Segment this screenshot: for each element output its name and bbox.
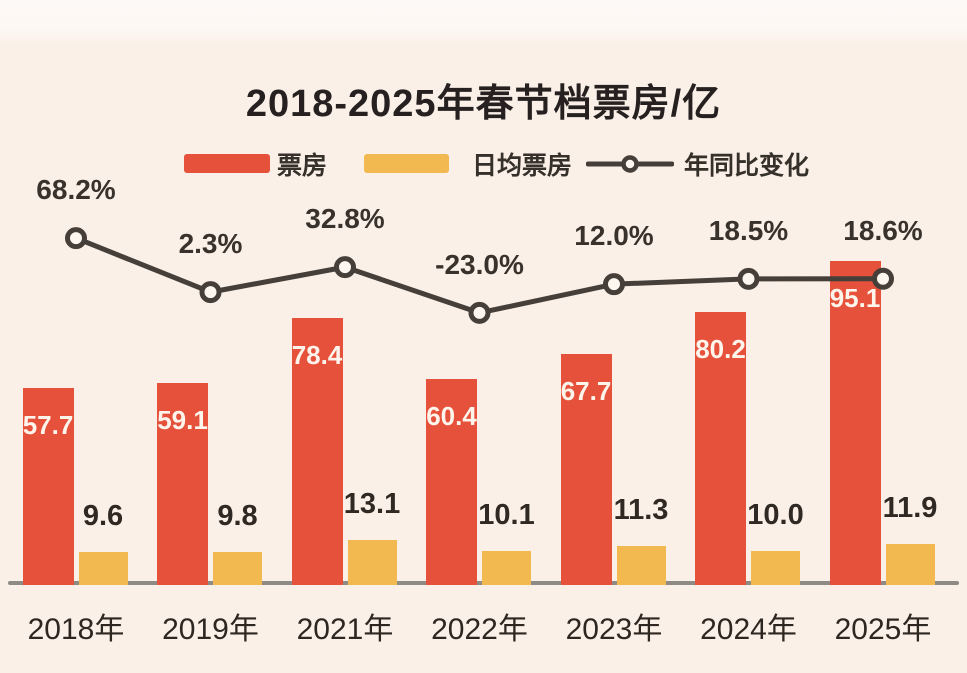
year-label: 2019年 xyxy=(162,613,259,646)
boxoffice-bar xyxy=(695,311,746,585)
yoy-point-marker xyxy=(468,301,491,324)
yoy-value-label: 18.5% xyxy=(708,214,789,246)
daily-boxoffice-bar xyxy=(482,550,531,585)
year-label: 2025年 xyxy=(834,613,932,646)
daily-value-label: 11.3 xyxy=(613,494,669,527)
boxoffice-bar xyxy=(291,317,343,585)
legend-label-boxoffice: 票房 xyxy=(277,152,328,180)
year-label: 2021年 xyxy=(296,613,394,646)
boxoffice-value-label: 95.1 xyxy=(829,282,881,313)
top-highlight-band xyxy=(0,0,967,46)
daily-value-label: 10.0 xyxy=(747,498,804,531)
daily-value-label: 13.1 xyxy=(343,488,401,521)
boxoffice-bar xyxy=(426,379,477,585)
boxoffice-value-label: 80.2 xyxy=(695,333,746,364)
boxoffice-value-label: 60.4 xyxy=(426,401,477,432)
yoy-value-label: -23.0% xyxy=(435,248,524,280)
year-label: 2023年 xyxy=(565,613,663,646)
daily-boxoffice-bar xyxy=(347,540,397,585)
boxoffice-value-label: 67.7 xyxy=(560,376,612,407)
daily-value-label: 9.8 xyxy=(217,499,258,532)
daily-value-label: 11.9 xyxy=(882,492,938,525)
yoy-point-marker xyxy=(65,227,87,250)
boxoffice-value-label: 59.1 xyxy=(157,405,208,436)
daily-value-label: 10.1 xyxy=(478,498,535,531)
yoy-value-label: 68.2% xyxy=(36,174,116,206)
boxoffice-value-label: 57.7 xyxy=(22,410,74,441)
year-label: 2018年 xyxy=(27,613,125,646)
legend-label-daily-boxoffice: 日均票房 xyxy=(472,152,573,180)
yoy-point-marker xyxy=(737,267,760,290)
daily-boxoffice-bar xyxy=(885,544,935,585)
daily-boxoffice-bar xyxy=(751,550,800,585)
boxoffice-bar xyxy=(560,354,612,585)
legend-label-yoy: 年同比变化 xyxy=(684,152,810,180)
yoy-value-label: 12.0% xyxy=(574,220,654,252)
year-label: 2022年 xyxy=(431,613,528,646)
daily-boxoffice-bar xyxy=(616,546,666,585)
boxoffice-bar xyxy=(157,383,208,585)
yoy-value-label: 2.3% xyxy=(178,228,243,260)
yoy-value-label: 18.6% xyxy=(843,214,923,246)
legend-swatch-boxoffice xyxy=(184,154,270,173)
legend-swatch-yoy-line xyxy=(586,155,674,173)
legend-swatch-daily-boxoffice xyxy=(364,154,449,173)
yoy-point-marker xyxy=(199,281,222,304)
daily-boxoffice-bar xyxy=(78,552,128,585)
daily-boxoffice-bar xyxy=(213,551,262,585)
daily-value-label: 9.6 xyxy=(82,500,124,533)
year-label: 2024年 xyxy=(700,613,797,646)
yoy-point-marker xyxy=(603,273,625,296)
boxoffice-value-label: 78.4 xyxy=(291,339,343,370)
yoy-value-label: 32.8% xyxy=(305,203,385,235)
chart-title: 2018-2025年春节档票房/亿 xyxy=(245,83,722,125)
yoy-point-marker xyxy=(334,256,356,279)
boxoffice-bar xyxy=(22,388,74,585)
